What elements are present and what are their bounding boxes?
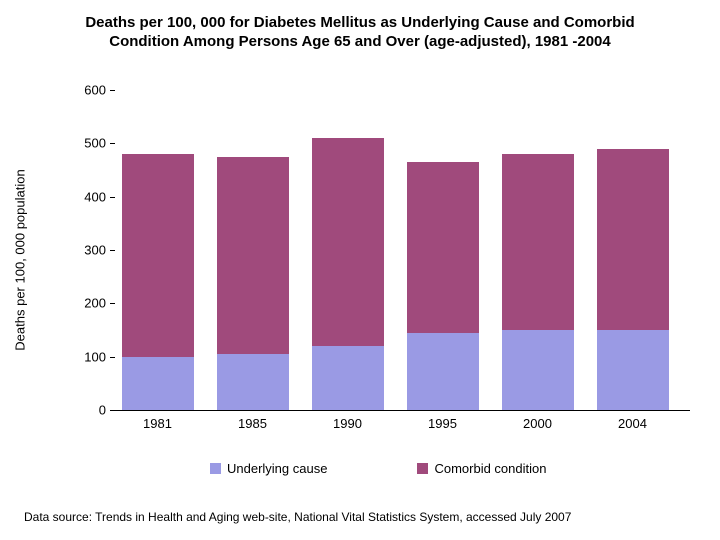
x-tick-label: 1995 (428, 416, 457, 431)
y-tick-mark (110, 143, 115, 144)
x-tick-label: 1990 (333, 416, 362, 431)
legend-swatch-comorbid (417, 463, 428, 474)
y-tick-mark (110, 357, 115, 358)
y-tick-mark (110, 90, 115, 91)
x-tick-label: 1985 (238, 416, 267, 431)
legend-label-comorbid: Comorbid condition (434, 461, 546, 476)
y-tick-label: 300 (70, 243, 106, 258)
bar-segment (502, 330, 574, 410)
chart-title-line1: Deaths per 100, 000 for Diabetes Mellitu… (85, 14, 634, 31)
y-axis-label: Deaths per 100, 000 population (13, 169, 28, 350)
plot-area (110, 90, 680, 410)
y-tick-label: 500 (70, 136, 106, 151)
chart-area: Underlying cause Comorbid condition 0 100… (70, 80, 690, 480)
bar-segment (597, 149, 669, 330)
x-tick-label: 2000 (523, 416, 552, 431)
x-tick-label: 2004 (618, 416, 647, 431)
y-tick-mark (110, 303, 115, 304)
y-tick-label: 400 (70, 189, 106, 204)
legend: Underlying cause Comorbid condition (210, 461, 650, 476)
legend-label-underlying: Underlying cause (227, 461, 327, 476)
chart-title: Deaths per 100, 000 for Diabetes Mellitu… (40, 14, 680, 52)
bar-segment (122, 357, 194, 410)
legend-swatch-underlying (210, 463, 221, 474)
bar-segment (407, 162, 479, 333)
y-tick-mark (110, 197, 115, 198)
y-tick-label: 600 (70, 83, 106, 98)
legend-item-comorbid: Comorbid condition (417, 461, 546, 476)
bar-segment (597, 330, 669, 410)
bar-segment (312, 138, 384, 346)
x-axis-line (110, 410, 690, 411)
bar-segment (217, 157, 289, 354)
y-tick-mark (110, 250, 115, 251)
bar-segment (407, 333, 479, 410)
y-tick-label: 200 (70, 296, 106, 311)
x-tick-label: 1981 (143, 416, 172, 431)
bar-segment (312, 346, 384, 410)
y-tick-label: 100 (70, 349, 106, 364)
bar-segment (502, 154, 574, 330)
bars-container (110, 90, 680, 410)
data-source: Data source: Trends in Health and Aging … (24, 510, 571, 524)
chart-title-line2: Condition Among Persons Age 65 and Over … (109, 33, 611, 50)
bar-segment (122, 154, 194, 357)
y-tick-label: 0 (70, 403, 106, 418)
legend-item-underlying: Underlying cause (210, 461, 327, 476)
bar-segment (217, 354, 289, 410)
